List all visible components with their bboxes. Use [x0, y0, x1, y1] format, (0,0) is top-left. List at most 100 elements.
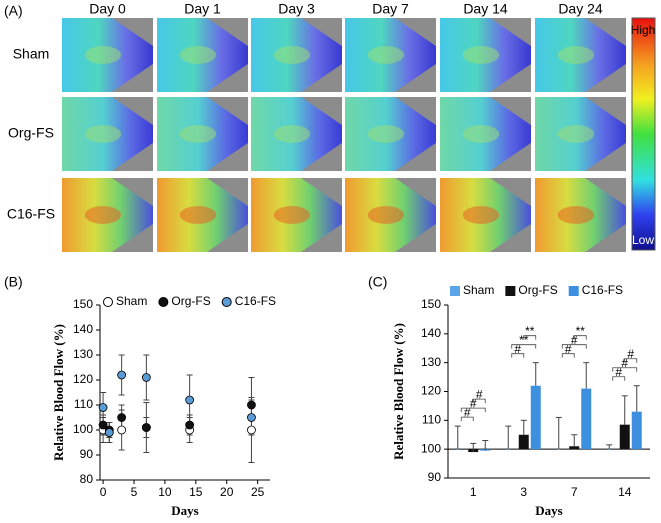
significance-bracket [561, 344, 587, 349]
significance-bracket [523, 335, 537, 340]
image-background [395, 142, 436, 171]
x-axis-label: Days [535, 503, 562, 518]
significance-mark: ** [525, 324, 535, 338]
legend-marker [450, 286, 460, 296]
data-point [117, 370, 127, 380]
legend-label: Sham [463, 283, 494, 297]
image-background [585, 178, 626, 207]
image-background [112, 97, 153, 126]
colorbar [631, 17, 656, 251]
y-tick-label: 150 [421, 297, 441, 311]
significance-bracket [612, 367, 638, 372]
image-texture [557, 46, 595, 64]
image-background [301, 97, 342, 126]
significance-bracket [460, 407, 486, 413]
image-texture [367, 206, 405, 224]
significance-bracket [460, 416, 474, 422]
bar [631, 411, 642, 450]
row-header: Org-FS [8, 125, 54, 141]
y-tick-label: 100 [73, 422, 93, 436]
image-background [301, 223, 342, 252]
x-axis-label: Days [171, 503, 198, 518]
panel-label: (B) [4, 274, 23, 290]
image-texture [273, 125, 311, 143]
data-point [98, 403, 108, 412]
significance-bracket [511, 344, 537, 349]
y-tick-label: 130 [73, 347, 93, 361]
image-background [490, 63, 531, 92]
significance-mark: # [615, 365, 622, 379]
y-tick-label: 80 [80, 472, 94, 486]
image-background [395, 223, 436, 252]
image-background [207, 18, 248, 47]
bar [518, 434, 529, 450]
panel-c: (C) Relative Blood Flow (%) Days 90 100 110 12… [368, 274, 650, 518]
image-background [112, 142, 153, 171]
y-axis-label: Relative Blood Flow (%) [391, 323, 406, 460]
image-background [207, 142, 248, 171]
significance-mark: # [565, 342, 572, 356]
image-texture [557, 206, 595, 224]
image-background [301, 178, 342, 207]
image-background [395, 97, 436, 126]
y-tick-label: 140 [421, 326, 441, 340]
data-point [247, 413, 256, 422]
panel-label: (C) [368, 274, 387, 290]
data-point [117, 413, 127, 422]
image-texture [179, 125, 217, 143]
image-texture [179, 206, 217, 224]
bar [557, 449, 561, 450]
colorbar-low: Low [632, 233, 654, 247]
image-texture [462, 125, 500, 143]
column-header: Day 14 [463, 1, 508, 17]
x-tick-label: 0 [100, 485, 107, 499]
significance-mark: # [621, 356, 628, 370]
legend-marker [221, 297, 232, 307]
column-header: Day 1 [184, 1, 221, 17]
data-point [247, 425, 256, 435]
data-point [141, 423, 151, 432]
data-point [247, 400, 256, 410]
significance-mark: ** [576, 324, 586, 338]
image-texture [84, 206, 122, 224]
significance-bracket [624, 358, 638, 363]
image-background [301, 18, 342, 47]
image-background [301, 142, 342, 171]
bar [506, 449, 510, 450]
image-background [395, 63, 436, 92]
image-texture [84, 46, 122, 64]
y-tick-label: 120 [73, 372, 93, 386]
y-tick-label: 90 [80, 447, 94, 461]
bar [581, 388, 592, 450]
image-texture [462, 46, 500, 64]
x-tick-label: 14 [618, 485, 632, 499]
bar [607, 449, 611, 450]
column-header: Day 0 [89, 1, 126, 17]
y-tick-label: 140 [73, 322, 93, 336]
legend-label: C16-FS [235, 294, 276, 308]
legend-marker [505, 286, 516, 296]
image-background [207, 223, 248, 252]
x-tick-label: 7 [571, 485, 578, 499]
image-background [585, 142, 626, 171]
data-point [185, 395, 195, 405]
significance-bracket [561, 353, 575, 358]
significance-bracket [472, 398, 486, 404]
y-tick-label: 110 [422, 413, 441, 427]
significance-bracket [573, 335, 587, 340]
image-background [585, 97, 626, 126]
legend-label: Org-FS [518, 283, 557, 297]
panel-label: (A) [4, 3, 23, 19]
bar [530, 385, 541, 450]
data-point [117, 425, 127, 435]
image-background [207, 63, 248, 92]
significance-bracket [511, 353, 525, 358]
image-background [207, 97, 248, 126]
significance-mark: ** [519, 333, 529, 347]
column-header: Day 7 [372, 1, 409, 17]
image-texture [273, 46, 311, 64]
x-tick-label: 25 [251, 485, 265, 499]
image-background [207, 178, 248, 207]
